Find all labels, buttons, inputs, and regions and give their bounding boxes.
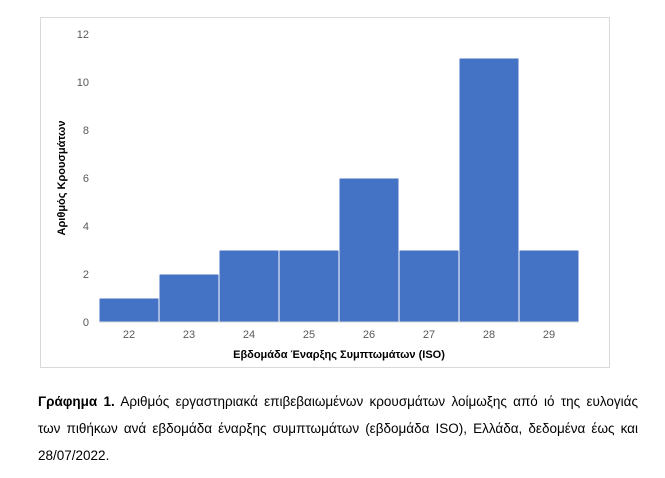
x-axis-title: Εβδομάδα Έναρξης Συμπτωμάτων (ISO) [233, 349, 445, 361]
bar-week-23 [159, 274, 219, 322]
x-tick-label: 25 [303, 329, 315, 341]
x-tick-label: 26 [363, 329, 375, 341]
y-tick-labels: 0 2 4 6 8 10 12 [77, 29, 89, 329]
bar-week-27 [399, 250, 459, 322]
bar-week-28 [459, 58, 519, 322]
bar-week-25 [279, 250, 339, 322]
y-tick-label: 8 [83, 125, 89, 137]
caption-text: Αριθμός εργαστηριακά επιβεβαιωμένων κρου… [38, 394, 638, 463]
y-tick-label: 10 [77, 77, 89, 89]
chart-frame: 0 2 4 6 8 10 12 22 23 24 25 26 27 28 29 Εβδομάδα Έναρ… [40, 17, 610, 368]
figure-caption: Γράφημα 1. Αριθμός εργαστηριακά επιβεβαι… [38, 388, 638, 469]
x-tick-label: 23 [183, 329, 195, 341]
bar-week-26 [339, 178, 399, 322]
y-tick-label: 6 [83, 173, 89, 185]
x-tick-label: 28 [483, 329, 495, 341]
bar-week-22 [99, 298, 159, 322]
x-tick-label: 27 [423, 329, 435, 341]
y-tick-label: 2 [83, 269, 89, 281]
y-tick-label: 4 [83, 221, 89, 233]
x-tick-label: 24 [243, 329, 255, 341]
caption-label: Γράφημα 1. [38, 394, 115, 409]
bars [99, 58, 579, 322]
x-tick-label: 22 [123, 329, 135, 341]
bar-week-24 [219, 250, 279, 322]
x-tick-labels: 22 23 24 25 26 27 28 29 [123, 329, 555, 341]
y-axis-title: Αριθμός Κρουσμάτων [56, 121, 68, 236]
y-tick-label: 12 [77, 29, 89, 41]
x-tick-label: 29 [543, 329, 555, 341]
bar-week-29 [519, 250, 579, 322]
y-tick-label: 0 [83, 317, 89, 329]
